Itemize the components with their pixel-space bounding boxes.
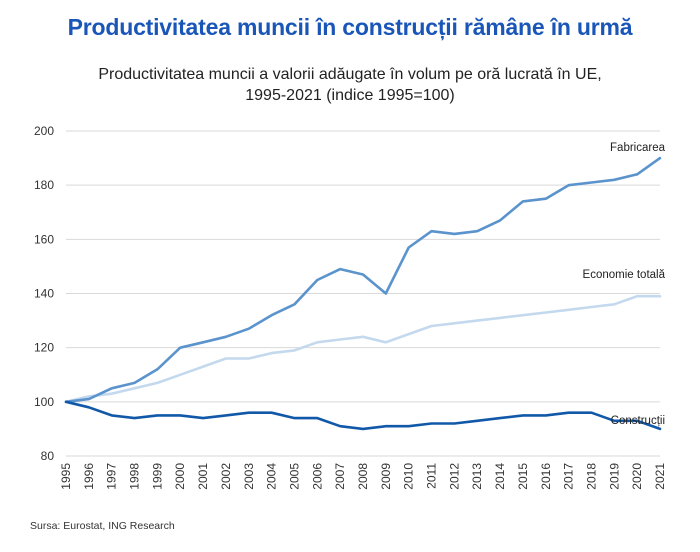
subtitle-line-2: 1995-2021 (indice 1995=100) — [245, 87, 455, 104]
x-tick-label: 2003 — [242, 463, 256, 490]
x-tick-label: 2000 — [173, 463, 187, 490]
x-tick-label: 1998 — [128, 463, 142, 490]
y-tick-label: 100 — [34, 395, 54, 409]
y-tick-label: 160 — [34, 232, 54, 246]
x-tick-label: 2019 — [607, 463, 621, 490]
chart-subtitle: Productivitatea muncii a valorii adăugat… — [60, 64, 640, 106]
x-tick-label: 2001 — [196, 463, 210, 490]
y-tick-label: 80 — [41, 449, 55, 463]
series-label: Fabricarea — [610, 142, 666, 154]
x-tick-label: 2006 — [310, 463, 324, 490]
x-tick-label: 2020 — [630, 463, 644, 490]
series-label: Construcții — [611, 415, 665, 427]
y-tick-label: 180 — [34, 178, 54, 192]
x-axis: 1995 1996 1997 1998 1999 2000 2001 2002 2003 2004… — [59, 463, 667, 490]
y-axis: 80 100 120 140 160 180 200 — [34, 124, 54, 463]
x-tick-label: 1999 — [150, 463, 164, 490]
x-tick-label: 2015 — [516, 463, 530, 490]
grid-lines — [66, 130, 660, 457]
x-tick-label: 2011 — [425, 463, 439, 489]
x-tick-label: 2005 — [287, 463, 301, 490]
x-tick-label: 2002 — [219, 463, 233, 490]
x-tick-label: 2017 — [562, 463, 576, 490]
x-tick-label: 2007 — [333, 463, 347, 490]
source-note: Sursa: Eurostat, ING Research — [30, 520, 175, 532]
series-line-0 — [64, 156, 662, 404]
x-tick-label: 2021 — [653, 463, 667, 490]
series-line-1 — [64, 294, 662, 404]
x-tick-label: 2014 — [493, 463, 507, 490]
x-tick-label: 2008 — [356, 463, 370, 490]
x-tick-label: 2016 — [539, 463, 553, 490]
subtitle-line-1: Productivitatea muncii a valorii adăugat… — [98, 66, 602, 83]
series-line-2 — [64, 400, 662, 431]
x-tick-label: 2018 — [584, 463, 598, 490]
chart-title: Productivitatea muncii în construcții ră… — [67, 14, 633, 40]
x-tick-label: 1995 — [59, 463, 73, 490]
x-tick-label: 2009 — [379, 463, 393, 490]
x-tick-label: 1997 — [105, 463, 119, 490]
x-tick-label: 2010 — [402, 463, 416, 490]
x-tick-label: 1996 — [82, 463, 96, 490]
x-tick-label: 2013 — [470, 463, 484, 490]
y-tick-label: 120 — [34, 341, 54, 355]
y-tick-label: 200 — [34, 124, 54, 138]
x-tick-label: 2012 — [447, 463, 461, 490]
x-tick-label: 2004 — [265, 463, 279, 490]
series-lines — [64, 156, 662, 431]
series-label: Economie totală — [583, 269, 666, 281]
series-labels: Fabricarea Economie totală Construcții — [583, 142, 666, 427]
y-tick-label: 140 — [34, 287, 54, 301]
